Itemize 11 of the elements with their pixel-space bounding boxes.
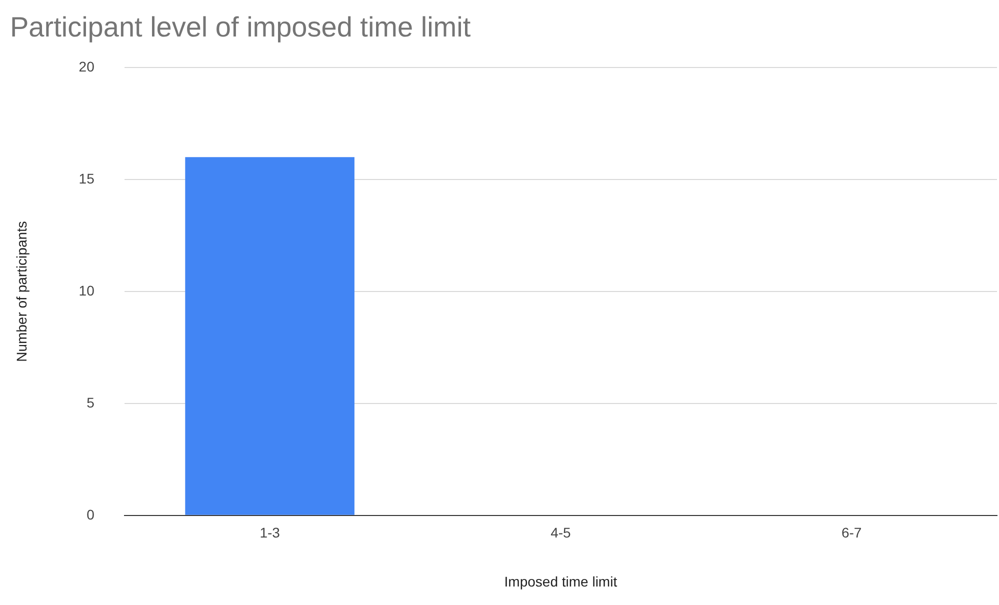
y-tick-label: 15 <box>78 170 95 186</box>
y-tick-label: 10 <box>78 282 95 298</box>
x-tick-label: 4-5 <box>550 524 572 541</box>
chart-title: Participant level of imposed time limit <box>10 12 471 43</box>
y-tick-label: 5 <box>86 394 95 410</box>
x-axis-title: Imposed time limit <box>504 573 618 590</box>
x-tick-label: 1-3 <box>260 524 280 541</box>
y-tick-label: 0 <box>86 506 95 522</box>
y-axis-title: Number of participants <box>13 221 30 362</box>
x-tick-label: 6-7 <box>841 524 862 541</box>
y-tick-label: 20 <box>78 58 95 74</box>
